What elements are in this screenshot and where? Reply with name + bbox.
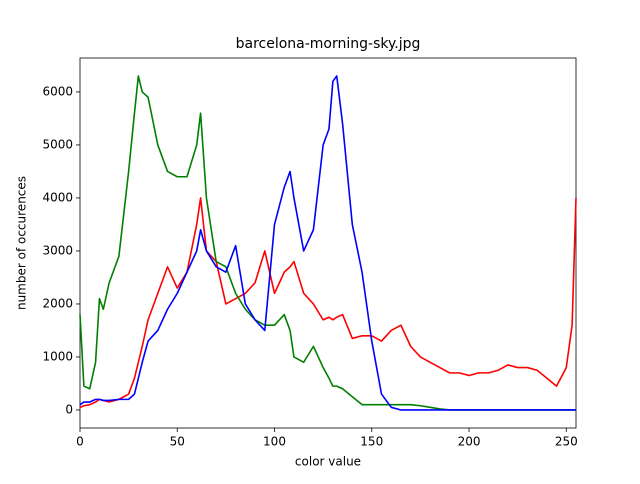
series-line (79, 197, 577, 409)
series-line (79, 75, 576, 411)
plot-frame (79, 57, 577, 429)
y-axis-label: number of occurences (15, 176, 29, 310)
y-tick-label: 1000 (42, 349, 73, 363)
x-tick-label: 150 (360, 435, 383, 449)
x-tick-label: 200 (458, 435, 481, 449)
y-tick-label: 5000 (42, 137, 73, 151)
chart-title: barcelona-morning-sky.jpg (236, 36, 421, 52)
y-tick-label: 6000 (42, 84, 73, 98)
y-tick-label: 0 (65, 402, 73, 416)
series-line (79, 75, 576, 411)
y-tick-label: 2000 (42, 296, 73, 310)
y-tick-label: 4000 (42, 190, 73, 204)
y-tick-label: 3000 (42, 243, 73, 257)
x-tick-label: 250 (555, 435, 578, 449)
x-tick-label: 0 (76, 435, 84, 449)
x-tick-label: 100 (263, 435, 286, 449)
x-tick-label: 50 (170, 435, 185, 449)
x-axis-label: color value (295, 455, 361, 469)
